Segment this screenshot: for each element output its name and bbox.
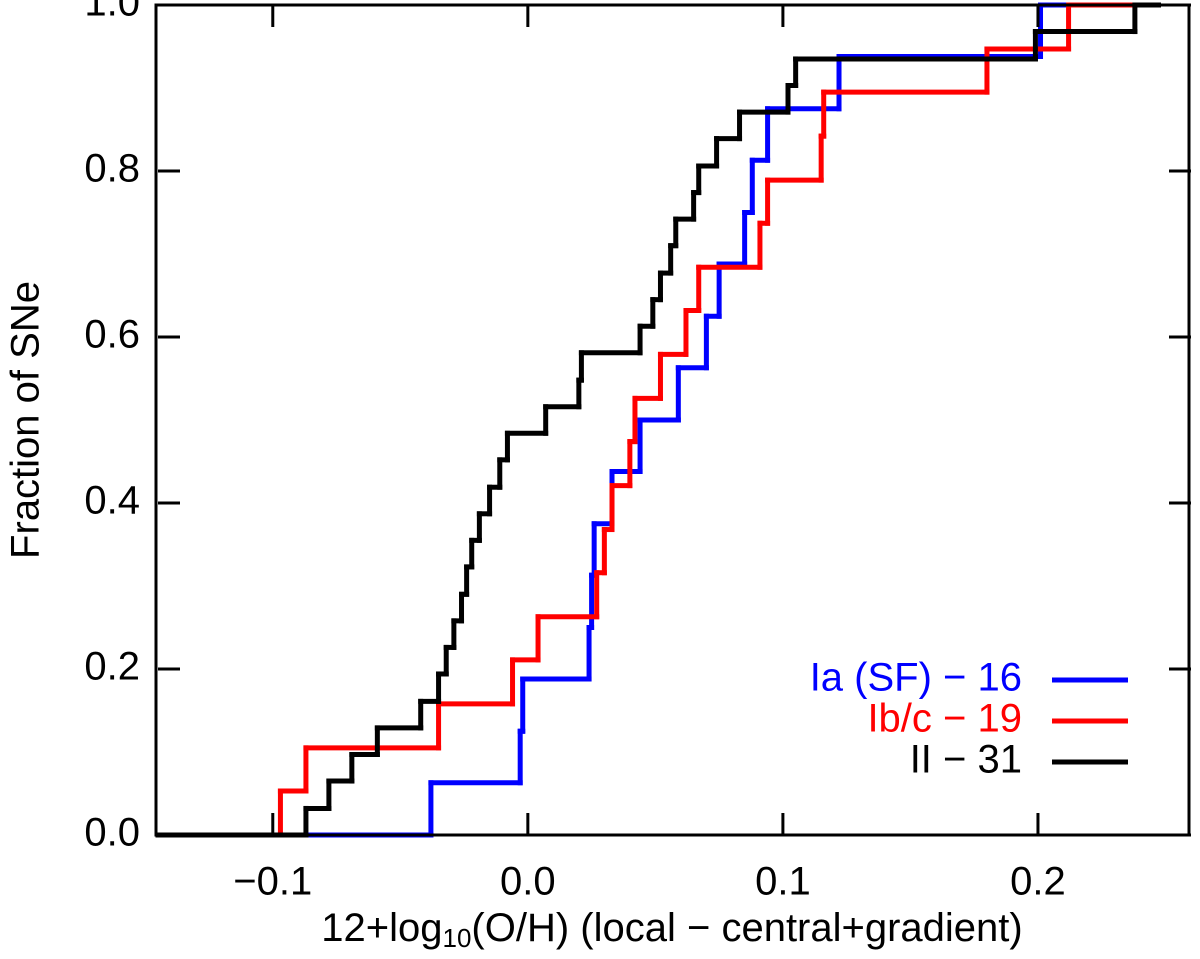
y-tick-label: 0.6: [84, 313, 140, 357]
x-axis-label: 12+log10(O/H) (local − central+gradient): [321, 906, 1022, 953]
x-axis-label-part: (O/H) (local − central+gradient): [471, 906, 1022, 950]
x-tick-label: 0.0: [500, 860, 556, 904]
y-tick-label: 0.4: [84, 479, 140, 523]
legend-label: Ia (SF) − 16: [810, 656, 1022, 700]
x-axis-label-subscript: 10: [442, 923, 471, 953]
legend-label: II − 31: [910, 738, 1022, 782]
x-axis-label-part: 12+log: [321, 906, 442, 950]
legend-label: Ib/c − 19: [867, 697, 1022, 741]
x-tick-label: 0.2: [1010, 860, 1066, 904]
x-tick-label: −0.1: [233, 860, 312, 904]
y-axis-label: Fraction of SNe: [4, 281, 48, 559]
plot-frame: [154, 3, 1191, 837]
x-tick-label: 0.1: [755, 860, 811, 904]
y-tick-label: 0.2: [84, 645, 140, 689]
y-tick-label: 1.0: [84, 0, 140, 25]
y-tick-label: 0.0: [84, 811, 140, 855]
y-tick-label: 0.8: [84, 147, 140, 191]
